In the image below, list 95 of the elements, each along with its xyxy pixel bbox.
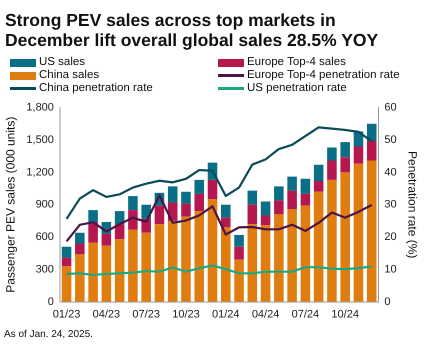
bar: [366, 124, 377, 142]
legend-label: US penetration rate: [247, 82, 347, 95]
text: As of Jan. 24, 2025.: [4, 329, 94, 340]
bar: [248, 190, 258, 205]
bar: [88, 210, 98, 222]
x-tick-label: 10/23: [172, 308, 200, 320]
bar: [340, 157, 350, 172]
bar: [62, 258, 72, 266]
bar: [181, 192, 191, 204]
bar: [314, 180, 324, 192]
x-tick-label: 04/24: [252, 308, 280, 320]
bar: [248, 224, 258, 302]
x-tick-label: 07/24: [292, 308, 320, 320]
y-tick-label: 1,500: [26, 134, 54, 146]
y-tick-label: 300: [36, 263, 54, 276]
bar: [221, 227, 231, 302]
bar: [114, 239, 124, 302]
y-tick-label: 900: [36, 198, 54, 211]
bar: [221, 204, 231, 218]
bar: [260, 201, 270, 216]
y2-axis-title: Penetration rate (%): [405, 151, 420, 258]
bar: [221, 218, 231, 228]
bar: [287, 176, 297, 191]
y-tick-label: 1,200: [26, 166, 54, 178]
bar: [114, 224, 124, 240]
legend-label: Europe Top-4 penetration rate: [247, 69, 400, 82]
y2-tick-label: 20: [384, 231, 397, 244]
bar: [248, 204, 258, 224]
bar: [234, 260, 244, 302]
x-tick-label: 01/24: [212, 308, 240, 320]
bar: [62, 266, 72, 302]
y-tick-label: 0: [48, 296, 54, 308]
bar: [287, 209, 297, 302]
bar: [88, 242, 98, 302]
bar: [327, 148, 337, 160]
bar: [327, 180, 337, 302]
bar: [260, 215, 270, 226]
y2-tick-label: 50: [384, 134, 397, 146]
bar: [114, 211, 124, 224]
bar: [300, 206, 310, 302]
bar: [102, 234, 112, 246]
bar: [181, 216, 191, 302]
legend-label: Europe Top-4 sales: [247, 56, 346, 69]
bar: [327, 160, 337, 180]
bar: [314, 164, 324, 181]
x-tick-label: 07/23: [132, 308, 160, 320]
bar: [260, 225, 270, 302]
y2-tick-label: 10: [384, 263, 397, 276]
bar: [75, 254, 85, 302]
bar: [340, 142, 350, 158]
y2-tick-label: 40: [384, 166, 397, 178]
y-tick-label: 1,800: [26, 102, 54, 114]
y2-tick-label: 60: [384, 102, 397, 114]
bar: [274, 214, 284, 302]
bar: [194, 211, 204, 302]
bar: [274, 200, 284, 214]
bar: [181, 204, 191, 217]
legend-label: US sales: [39, 56, 86, 69]
legend-label: China sales: [39, 69, 100, 82]
bar: [208, 199, 218, 302]
bar: [194, 180, 204, 194]
bar: [128, 196, 138, 210]
bar: [354, 164, 364, 302]
bar: [154, 206, 164, 224]
chart-title: Strong PEV sales across top markets in December lift overall global sales 28.5% YOY: [5, 10, 380, 50]
y-tick-label: 600: [36, 231, 54, 244]
legend-label: China penetration rate: [39, 82, 153, 95]
bar: [366, 160, 377, 302]
bar: [75, 232, 85, 244]
bar: [141, 232, 151, 302]
x-tick-label: 04/23: [92, 308, 120, 320]
bar: [340, 172, 350, 302]
x-tick-label: 01/23: [52, 308, 80, 320]
bar: [234, 246, 244, 260]
x-tick-label: 10/24: [331, 308, 359, 320]
y2-tick-label: 30: [384, 198, 397, 211]
y-axis-title: Passenger PEV sales (000 units): [4, 116, 18, 293]
bar: [194, 194, 204, 212]
bar: [154, 224, 164, 302]
bar: [102, 246, 112, 302]
bar: [234, 234, 244, 247]
bar: [128, 230, 138, 302]
bar: [300, 178, 310, 194]
bar: [168, 220, 178, 302]
bar: [366, 141, 377, 160]
bar: [168, 186, 178, 203]
bar: [314, 192, 324, 302]
bar: [208, 180, 218, 200]
bar: [354, 146, 364, 164]
bar: [62, 246, 72, 258]
y2-tick-label: 0: [384, 296, 390, 308]
bar: [274, 186, 284, 200]
bar: [300, 194, 310, 206]
bar: [75, 244, 85, 254]
bar: [287, 190, 297, 210]
